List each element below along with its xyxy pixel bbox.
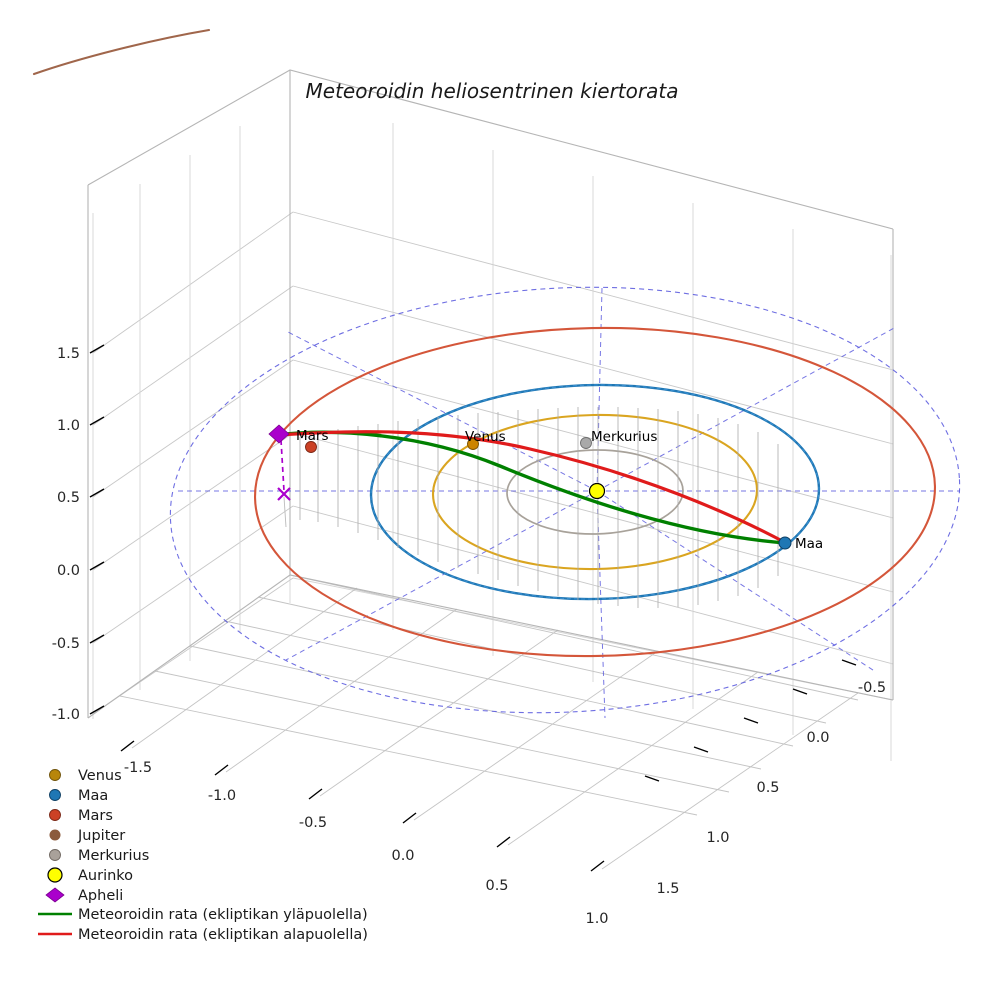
tick-label: 0.5	[756, 780, 779, 796]
venus-orbit	[431, 413, 759, 571]
legend-label: Apheli	[78, 888, 123, 904]
mercury-marker	[580, 437, 592, 449]
meteoroid-orbit-projection	[169, 286, 961, 714]
apheli-icon	[45, 887, 65, 903]
tick-label: 0.0	[391, 848, 414, 864]
legend-label: Maa	[78, 788, 108, 804]
legend-item-apheli[interactable]: Apheli	[45, 887, 123, 904]
tick-label: 0.5	[485, 878, 508, 894]
earth-orbit-dashed	[370, 384, 820, 600]
tick-label: 1.0	[585, 911, 608, 927]
legend-item-jupiter[interactable]: Jupiter	[49, 828, 126, 844]
tick-label: -1.0	[208, 788, 236, 804]
earth-marker	[778, 536, 792, 550]
legend-item-maa[interactable]: Maa	[49, 788, 109, 804]
legend-item-meteoroid-below[interactable]: Meteoroidin rata (ekliptikan alapuolella…	[38, 927, 368, 943]
tick-labels-bottom-right-axis: -0.5 0.0 0.5 1.0 1.5	[656, 680, 886, 897]
merkurius-label: Merkurius	[591, 429, 657, 445]
legend-label: Mars	[78, 808, 113, 824]
jupiter-icon	[49, 829, 61, 841]
tick-label: 1.0	[57, 418, 80, 434]
body-markers	[305, 437, 792, 550]
meteoroid-path-below-ecliptic	[277, 430, 788, 545]
jupiter-orbit	[32, 28, 211, 76]
aphelion-drop-line-extension	[283, 496, 287, 528]
sun-marker	[588, 482, 606, 500]
tick-marks	[89, 344, 857, 872]
tick-label: -1.5	[124, 760, 152, 776]
aphelion-group	[268, 424, 291, 528]
tick-labels-left-axis: 1.5 1.0 0.5 0.0 -0.5 -1.0	[52, 346, 80, 723]
tick-label: 0.0	[806, 730, 829, 746]
maa-icon	[49, 789, 61, 801]
legend-item-merkurius[interactable]: Merkurius	[49, 848, 150, 864]
mars-label: Mars	[296, 428, 329, 444]
legend-item-aurinko[interactable]: Aurinko	[47, 867, 133, 884]
page-title: Meteoroidin heliosentrinen kiertorata	[306, 79, 679, 103]
merkurius-icon	[49, 849, 61, 861]
tick-label: 0.0	[57, 563, 80, 579]
legend-label: Jupiter	[77, 828, 125, 844]
legend-item-meteoroid-above[interactable]: Meteoroidin rata (ekliptikan yläpuolella…	[38, 907, 368, 923]
tick-label: -0.5	[52, 636, 80, 652]
tick-label: 1.5	[656, 881, 679, 897]
mars-marker	[305, 441, 317, 453]
legend-label: Merkurius	[78, 848, 149, 864]
grid-right-wall	[292, 123, 894, 761]
maa-label: Maa	[795, 536, 823, 552]
pane-left-wall	[88, 70, 290, 718]
legend-label: Aurinko	[78, 868, 133, 884]
legend: Venus Maa Mars Jupiter Merkurius Aurinko…	[38, 768, 368, 943]
aurinko-icon	[47, 867, 63, 883]
mars-icon	[49, 809, 61, 821]
venus-marker	[467, 438, 479, 450]
legend-label: Meteoroidin rata (ekliptikan yläpuolella…	[78, 907, 368, 923]
venus-label: Venus	[465, 429, 506, 445]
radial-reference-lines	[176, 287, 960, 719]
meteoroid-trajectory	[277, 430, 788, 545]
planet-orbits	[253, 326, 937, 658]
legend-item-mars[interactable]: Mars	[49, 808, 113, 824]
tick-label: 0.5	[57, 490, 80, 506]
box-edges	[87, 69, 894, 719]
tick-label: -0.5	[858, 680, 886, 696]
plot-annotation-labels: Mars Venus Merkurius Maa	[296, 428, 823, 552]
legend-label: Meteoroidin rata (ekliptikan alapuolella…	[78, 927, 368, 943]
mars-orbit	[253, 326, 937, 658]
tick-label: 1.0	[706, 830, 729, 846]
tick-label: -0.5	[299, 815, 327, 831]
tick-labels-bottom-left-axis: -1.5 -1.0 -0.5 0.0 0.5 1.0	[124, 760, 609, 927]
legend-label: Venus	[78, 768, 122, 784]
tick-label: -1.0	[52, 707, 80, 723]
grid-floor	[119, 574, 859, 870]
mercury-orbit	[506, 449, 684, 535]
pane-floor	[88, 575, 893, 830]
aphelion-diamond-marker	[268, 424, 290, 444]
legend-item-venus[interactable]: Venus	[49, 768, 122, 784]
aphelion-x-marker	[277, 487, 291, 501]
tick-label: 1.5	[57, 346, 80, 362]
venus-icon	[49, 769, 61, 781]
